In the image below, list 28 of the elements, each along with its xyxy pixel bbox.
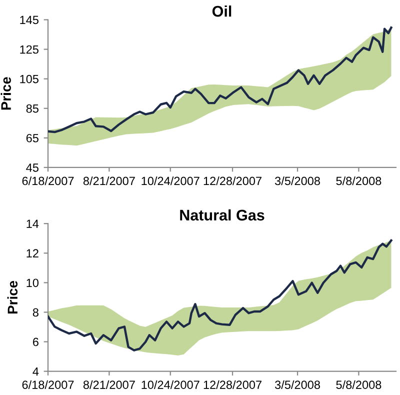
x-tick-label: 6/18/2007 (22, 176, 74, 186)
y-tick-label: 10 (26, 278, 39, 288)
x-tick-label: 12/28/2007 (204, 176, 262, 186)
y-tick-label: 85 (26, 104, 38, 113)
x-tick-label: 8/21/2007 (83, 176, 135, 186)
y-axis-title: Price (0, 77, 11, 110)
x-tick-label: 10/24/2007 (142, 380, 200, 389)
y-tick-label: 8 (32, 308, 38, 317)
y-axis-title: Price (7, 280, 18, 314)
x-tick-label: 5/8/2008 (336, 380, 382, 389)
x-tick-label: 3/5/2008 (275, 176, 320, 186)
x-tick-label: 3/5/2008 (275, 380, 320, 389)
x-tick-label: 6/18/2007 (22, 380, 74, 389)
y-tick-label: 4 (32, 367, 39, 376)
y-tick-label: 12 (26, 249, 38, 258)
y-tick-label: 125 (20, 45, 38, 54)
x-tick-label: 8/21/2007 (83, 380, 135, 389)
y-tick-label: 14 (26, 220, 39, 228)
y-tick-label: 145 (20, 16, 38, 24)
chart-title: Natural Gas (180, 209, 264, 221)
x-tick-label: 12/28/2007 (204, 380, 262, 389)
chart-title: Oil (212, 6, 232, 17)
x-tick-label: 10/24/2007 (142, 176, 200, 186)
y-tick-label: 6 (33, 338, 38, 346)
y-tick-label: 45 (26, 164, 38, 172)
y-tick-label: 65 (26, 134, 38, 142)
x-tick-label: 5/8/2008 (336, 176, 382, 186)
y-tick-label: 105 (20, 74, 38, 84)
